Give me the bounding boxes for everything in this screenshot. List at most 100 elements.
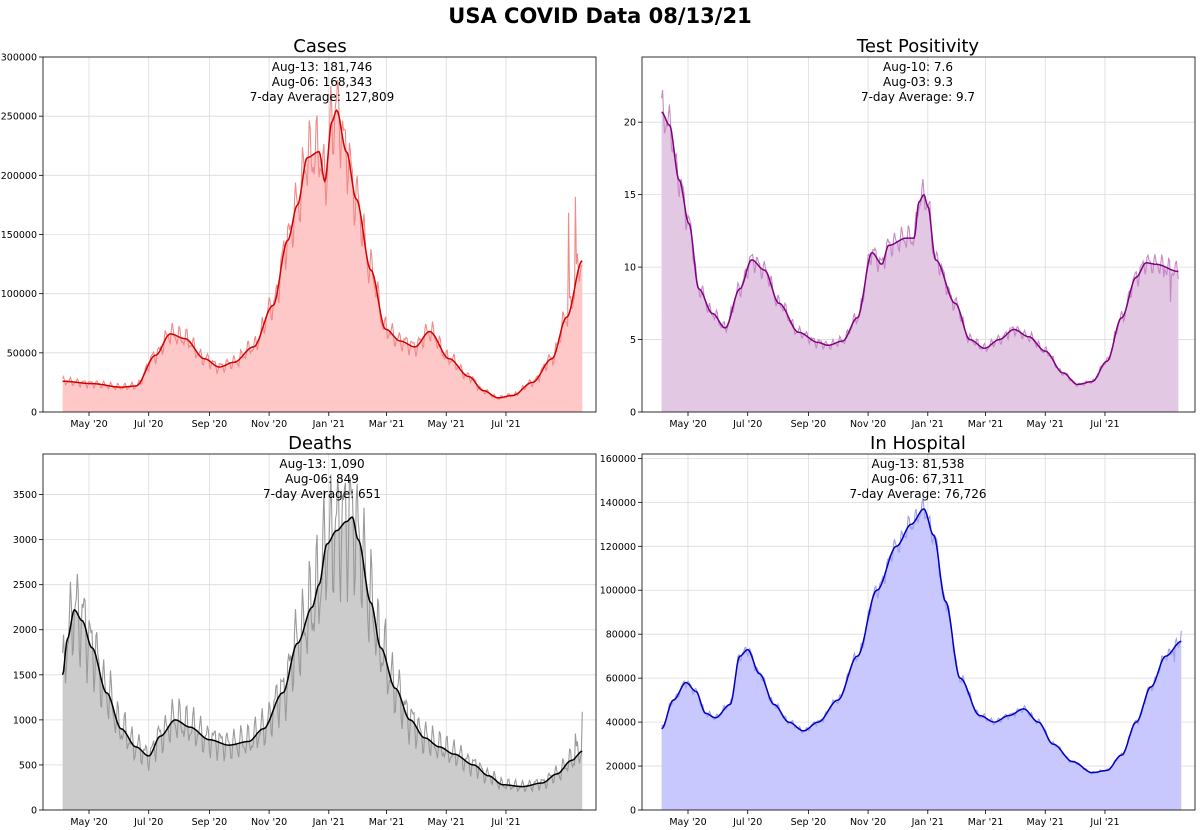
test-positivity-annotation-latest: Aug-10: 7.6	[883, 60, 953, 74]
cases-x-tick-label: Jul '20	[133, 419, 163, 430]
deaths-chart-title: Deaths	[288, 433, 352, 454]
in-hospital-y-tick-label: 40000	[606, 718, 636, 729]
deaths-x-tick-label: Jul '21	[490, 817, 520, 828]
in-hospital-y-tick-label: 80000	[606, 630, 636, 641]
in-hospital-y-tick-label: 60000	[606, 674, 636, 685]
deaths-annotation-average: 7-day Average: 651	[263, 487, 381, 501]
cases-y-tick-label: 0	[31, 408, 37, 419]
deaths-chart: 0 500 1000 1500 2000 2500 3000 3500 May '20 Jul '…	[13, 433, 597, 828]
test-positivity-chart-title: Test Positivity	[856, 36, 980, 57]
test-positivity-x-tick-label: Jul '20	[732, 419, 762, 430]
deaths-y-tick-label: 1500	[13, 670, 37, 681]
in-hospital-x-axis: May '20 Jul '20 Sep '20 Nov '20 Jan '21 Mar '…	[669, 810, 1120, 828]
in-hospital-area-fill	[661, 508, 1182, 810]
cases-x-tick-label: Jan '21	[312, 419, 345, 430]
cases-y-tick-label: 100000	[1, 289, 37, 300]
in-hospital-annotation-latest: Aug-13: 81,538	[872, 457, 965, 471]
in-hospital-annotation-previous: Aug-06: 67,311	[872, 472, 965, 486]
figure-title: USA COVID Data 08/13/21	[448, 4, 751, 28]
test-positivity-y-tick-label: 10	[624, 263, 636, 274]
cases-x-tick-label: May '20	[70, 419, 107, 430]
cases-chart: 0 50000 100000 150000 200000 250000 300000 May …	[1, 36, 597, 430]
in-hospital-chart-title: In Hospital	[870, 433, 966, 454]
test-positivity-axes-frame	[641, 56, 1196, 413]
test-positivity-area-fill	[661, 112, 1179, 412]
deaths-7day-average-line	[61, 516, 583, 788]
deaths-axes-frame	[42, 453, 597, 811]
test-positivity-x-tick-label: Sep '20	[791, 419, 827, 430]
in-hospital-axes-frame	[641, 453, 1196, 811]
cases-7day-average-line	[62, 109, 583, 399]
deaths-x-tick-label: Jan '21	[312, 817, 345, 828]
test-positivity-x-axis: May '20 Jul '20 Sep '20 Nov '20 Jan '21 Mar '…	[669, 412, 1120, 430]
in-hospital-7day-average-line	[661, 508, 1182, 774]
cases-area-fill	[62, 110, 583, 412]
deaths-plot-area	[61, 474, 583, 810]
deaths-area-fill	[62, 517, 583, 810]
test-positivity-x-tick-label: May '21	[1027, 419, 1064, 430]
test-positivity-x-tick-label: Jul '21	[1089, 419, 1119, 430]
deaths-y-tick-label: 1000	[13, 715, 37, 726]
in-hospital-x-tick-label: May '21	[1027, 817, 1064, 828]
in-hospital-x-tick-label: Nov '20	[850, 817, 886, 828]
deaths-x-axis: May '20 Jul '20 Sep '20 Nov '20 Jan '21 Mar '…	[70, 810, 521, 828]
test-positivity-chart: 0 5 10 15 20 May '20 Jul '20 Sep '20 Nov '20 Jan …	[624, 36, 1196, 430]
deaths-y-tick-label: 500	[19, 760, 37, 771]
test-positivity-y-tick-label: 15	[624, 190, 636, 201]
cases-annotation-previous: Aug-06: 168,343	[272, 75, 373, 89]
deaths-x-tick-label: May '21	[428, 817, 465, 828]
test-positivity-annotation-average: 7-day Average: 9.7	[861, 90, 975, 104]
deaths-y-tick-label: 2500	[13, 580, 37, 591]
in-hospital-y-tick-label: 20000	[606, 762, 636, 773]
in-hospital-y-tick-label: 140000	[600, 498, 636, 509]
deaths-annotation-latest: Aug-13: 1,090	[279, 457, 364, 471]
test-positivity-y-tick-label: 20	[624, 118, 636, 129]
cases-y-axis: 0 50000 100000 150000 200000 250000 300000	[1, 53, 43, 419]
cases-x-tick-label: May '21	[428, 419, 465, 430]
in-hospital-x-tick-label: Sep '20	[791, 817, 827, 828]
test-positivity-x-tick-label: Jan '21	[911, 419, 944, 430]
in-hospital-y-tick-label: 0	[630, 806, 636, 817]
in-hospital-y-tick-label: 120000	[600, 542, 636, 553]
cases-y-tick-label: 50000	[7, 348, 37, 359]
cases-x-tick-label: Mar '21	[369, 419, 405, 430]
deaths-x-tick-label: Jul '20	[133, 817, 163, 828]
test-positivity-plot-area	[661, 90, 1179, 412]
deaths-x-tick-label: Mar '21	[369, 817, 405, 828]
in-hospital-plot-area	[661, 497, 1182, 810]
cases-y-tick-label: 250000	[1, 112, 37, 123]
test-positivity-annotation-previous: Aug-03: 9.3	[883, 75, 953, 89]
deaths-annotation-previous: Aug-06: 849	[285, 472, 359, 486]
test-positivity-7day-average-line	[661, 111, 1179, 386]
deaths-daily-series-line	[62, 474, 583, 793]
cases-plot-area	[62, 79, 583, 412]
deaths-x-tick-label: Nov '20	[251, 817, 287, 828]
in-hospital-x-tick-label: Jan '21	[911, 817, 944, 828]
cases-chart-title: Cases	[293, 36, 346, 57]
test-positivity-y-tick-label: 0	[630, 408, 636, 419]
in-hospital-y-axis: 0 20000 40000 60000 80000 100000 120000 140000 1…	[600, 454, 642, 817]
in-hospital-x-tick-label: May '20	[669, 817, 706, 828]
cases-x-tick-label: Jul '21	[490, 419, 520, 430]
deaths-x-tick-label: May '20	[70, 817, 107, 828]
cases-x-tick-label: Nov '20	[251, 419, 287, 430]
cases-x-tick-label: Sep '20	[192, 419, 228, 430]
deaths-y-axis: 0 500 1000 1500 2000 2500 3000 3500	[13, 490, 43, 817]
deaths-y-tick-label: 3000	[13, 535, 37, 546]
deaths-y-tick-label: 2000	[13, 625, 37, 636]
in-hospital-annotation-average: 7-day Average: 76,726	[850, 487, 987, 501]
deaths-y-tick-label: 0	[31, 806, 37, 817]
cases-y-tick-label: 300000	[1, 53, 37, 64]
cases-annotation-average: 7-day Average: 127,809	[250, 90, 395, 104]
in-hospital-y-tick-label: 100000	[600, 586, 636, 597]
test-positivity-y-axis: 0 5 10 15 20	[624, 118, 642, 419]
in-hospital-x-tick-label: Mar '21	[968, 817, 1004, 828]
cases-x-axis: May '20 Jul '20 Sep '20 Nov '20 Jan '21 Mar '…	[70, 412, 521, 430]
deaths-y-tick-label: 3500	[13, 490, 37, 501]
in-hospital-x-tick-label: Jul '20	[732, 817, 762, 828]
test-positivity-x-tick-label: Mar '21	[968, 419, 1004, 430]
test-positivity-y-tick-label: 5	[630, 335, 636, 346]
cases-annotation-latest: Aug-13: 181,746	[272, 60, 373, 74]
test-positivity-x-tick-label: May '20	[669, 419, 706, 430]
in-hospital-chart: 0 20000 40000 60000 80000 100000 120000 140000 1…	[600, 433, 1196, 828]
